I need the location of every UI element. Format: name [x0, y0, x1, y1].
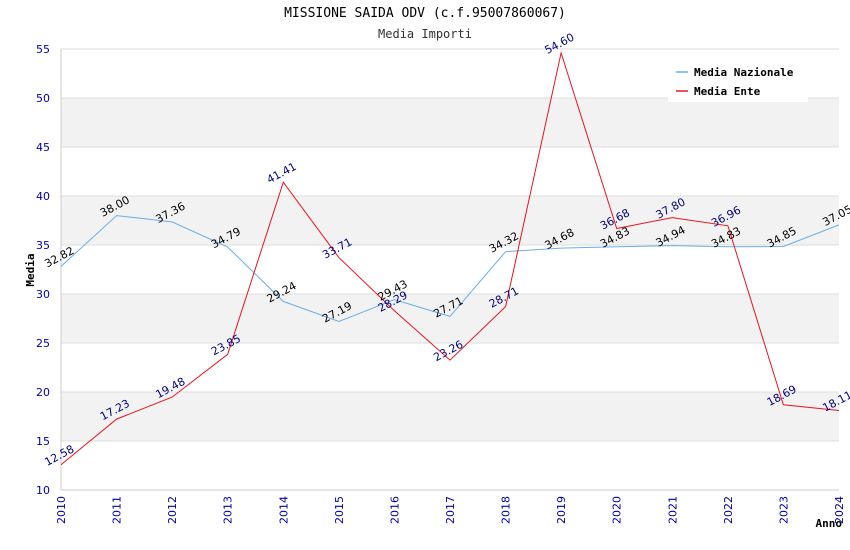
x-tick-label: 2015: [333, 496, 346, 524]
chart-subtitle: Media Importi: [378, 27, 472, 41]
y-tick-label: 25: [36, 337, 50, 350]
grid-band: [61, 196, 839, 245]
x-axis-title: Anno: [816, 517, 843, 530]
x-tick-label: 2024: [833, 496, 846, 524]
grid-band: [61, 147, 839, 196]
legend: Media Nazionale Media Ente: [668, 58, 808, 102]
y-tick-label: 55: [36, 43, 50, 56]
x-tick-label: 2020: [611, 496, 624, 524]
x-tick-label: 2010: [55, 496, 68, 524]
y-tick-label: 45: [36, 141, 50, 154]
x-tick-label: 2021: [666, 496, 679, 524]
legend-label: Media Ente: [694, 85, 761, 98]
y-tick-label: 30: [36, 288, 50, 301]
x-tick-labels: 2010 2011 2012 2013 2014 2015 2016 2017 2018 2019…: [55, 496, 846, 524]
grid-band: [61, 441, 839, 490]
legend-label: Media Nazionale: [694, 66, 794, 79]
x-tick-label: 2017: [444, 496, 457, 524]
y-tick-label: 20: [36, 386, 50, 399]
series-lines: [60, 50, 840, 466]
grid-bands: [61, 48, 839, 491]
x-tick-label: 2019: [555, 496, 568, 524]
x-tick-label: 2018: [500, 496, 513, 524]
legend-box: [668, 58, 808, 102]
grid-band: [61, 392, 839, 441]
x-tick-label: 2022: [722, 496, 735, 524]
y-tick-label: 10: [36, 484, 50, 497]
y-tick-labels: 10 15 20 25 30 35 40 45 50 55: [36, 43, 50, 497]
x-tick-label: 2011: [111, 496, 124, 524]
x-tick-label: 2013: [222, 496, 235, 524]
y-tick-label: 40: [36, 190, 50, 203]
chart-title: MISSIONE SAIDA ODV (c.f.95007860067): [284, 6, 566, 21]
axes: [60, 49, 839, 491]
x-tick-label: 2023: [777, 496, 790, 524]
grid-band: [61, 294, 839, 343]
y-axis-title: Media: [24, 253, 37, 286]
y-tick-label: 50: [36, 92, 50, 105]
grid-band: [61, 245, 839, 294]
x-tick-label: 2016: [388, 496, 401, 524]
grid-band: [61, 98, 839, 147]
y-tick-label: 35: [36, 239, 50, 252]
series-line-media-nazionale: [60, 215, 840, 323]
x-tick-label: 2012: [166, 496, 179, 524]
series-line-media-ente: [60, 50, 840, 466]
x-tick-label: 2014: [277, 496, 290, 524]
grid-band: [61, 343, 839, 392]
y-tick-label: 15: [36, 435, 50, 448]
